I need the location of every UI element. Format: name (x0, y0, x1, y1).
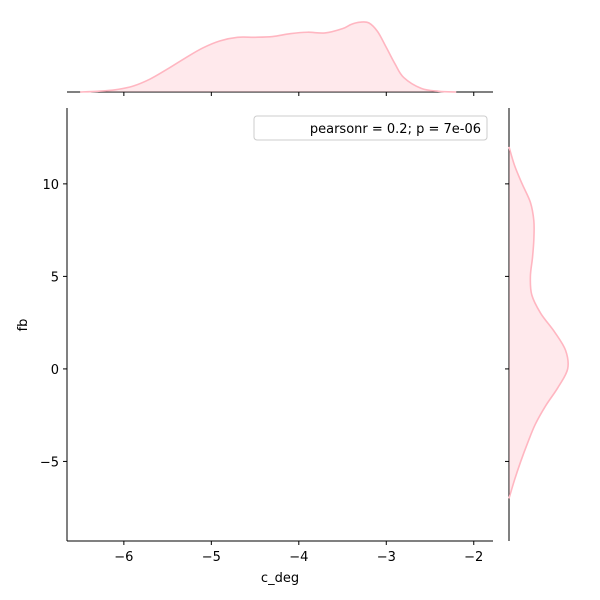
y-tick-label: 5 (51, 270, 59, 285)
x-marginal-kde (67, 21, 493, 96)
x-kde-fill (80, 21, 457, 92)
x-tick-label: −3 (377, 550, 396, 565)
y-axis-label: fb (16, 319, 31, 332)
legend-box (253, 115, 488, 141)
y-marginal-kde (505, 108, 569, 541)
main-axes: −6 −5 −4 −3 −2 −5 0 5 10 (40, 108, 493, 565)
y-tick-label: −5 (40, 455, 59, 470)
x-tick-label: −5 (202, 550, 221, 565)
y-tick-label: 10 (42, 178, 59, 193)
y-tick-label: 0 (51, 363, 59, 378)
legend: pearsonr = 0.2; p = 7e-06 (253, 115, 488, 141)
x-axis-label: c_deg (261, 571, 299, 586)
y-kde-fill (509, 146, 569, 499)
legend-text: pearsonr = 0.2; p = 7e-06 (310, 122, 481, 137)
x-tick-label: −6 (114, 550, 133, 565)
x-tick-label: −2 (464, 550, 483, 565)
x-kde-line (80, 21, 457, 93)
x-tick-label: −4 (289, 550, 308, 565)
y-kde-line (508, 146, 569, 499)
